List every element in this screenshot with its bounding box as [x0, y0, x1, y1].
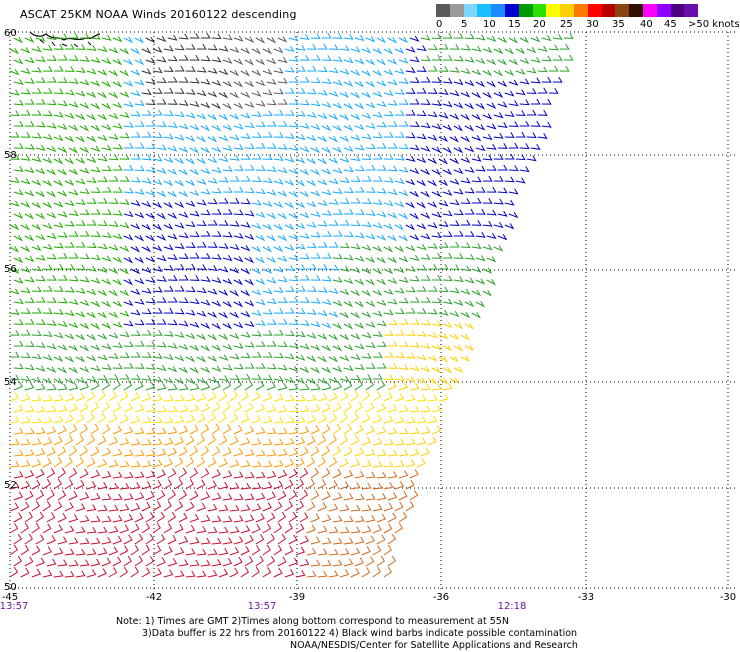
legend-swatch — [436, 4, 450, 17]
legend-swatch — [546, 4, 561, 17]
legend-swatch — [684, 4, 699, 17]
legend-swatch — [518, 4, 533, 17]
legend-label: 40 — [640, 19, 653, 30]
legend-swatch — [629, 4, 643, 17]
legend-label: 30 — [586, 19, 599, 30]
legend-swatch — [449, 4, 464, 17]
legend-label: 5 — [461, 19, 468, 30]
wind-barb-group — [222, 34, 288, 110]
lon-label: -45 — [2, 592, 18, 603]
lon-label: -33 — [578, 592, 594, 603]
lat-label: 58 — [4, 150, 17, 161]
wind-barb-group — [306, 467, 419, 578]
legend-label: >50 knots — [688, 19, 740, 30]
wind-barb-group — [9, 390, 449, 424]
lat-label: 56 — [4, 264, 17, 275]
legend-swatch — [504, 4, 519, 17]
legend-label: 35 — [612, 19, 625, 30]
wind-barb-group — [123, 32, 409, 329]
legend-label: 15 — [508, 19, 521, 30]
longitude-labels: -45 -42 -39 -36 -33 -30 — [2, 592, 736, 603]
wind-barb-group — [141, 32, 229, 110]
wind-barb-group — [123, 35, 563, 330]
wind-barb-group — [9, 467, 310, 578]
legend-swatch — [656, 4, 671, 17]
lon-label: -39 — [289, 592, 305, 603]
wind-barb-group — [9, 32, 130, 330]
wind-barbs — [9, 32, 574, 578]
time-label: 12:18 — [498, 601, 527, 612]
legend-swatch — [573, 4, 588, 17]
note-line-3: NOAA/NESDIS/Center for Satellite Applica… — [290, 640, 578, 651]
legend-swatch — [601, 4, 616, 17]
legend-swatch — [642, 4, 657, 17]
legend-label: 10 — [483, 19, 496, 30]
wind-barb-group — [332, 318, 475, 468]
legend-label: 0 — [436, 19, 443, 30]
note-line-1: Note: 1) Times are GMT 2)Times along bot… — [116, 616, 509, 627]
lon-label: -42 — [146, 592, 162, 603]
time-label: 13:57 — [0, 601, 28, 612]
legend-swatch — [670, 4, 685, 17]
legend-swatch — [615, 4, 630, 17]
lon-label: -30 — [720, 592, 736, 603]
legend-swatch — [560, 4, 574, 17]
lat-lon-grid — [9, 31, 735, 592]
wind-speed-legend: 0 5 10 15 20 25 30 35 40 45 >50 knots — [436, 4, 740, 31]
legend-swatch — [463, 4, 478, 17]
time-label: 13:57 — [248, 601, 277, 612]
latitude-labels: 60 58 56 54 52 50 — [4, 28, 17, 593]
legend-label: 20 — [533, 19, 546, 30]
map-title: ASCAT 25KM NOAA Winds 20160122 descendin… — [20, 8, 297, 21]
legend-label: 25 — [560, 19, 573, 30]
note-line-2: 3)Data buffer is 22 hrs from 20160122 4)… — [142, 628, 578, 639]
legend-swatch — [477, 4, 492, 17]
wind-map: 60 58 56 54 52 50 -45 -42 -39 -36 -33 -3… — [0, 28, 736, 612]
greenland-coastline — [29, 31, 101, 48]
lat-label: 54 — [4, 377, 17, 388]
legend-swatch — [491, 4, 505, 17]
legend-label: 45 — [664, 19, 677, 30]
legend-swatch — [532, 4, 547, 17]
lat-label: 52 — [4, 480, 17, 491]
wind-barb-group — [9, 423, 338, 468]
wind-barb-group — [9, 32, 574, 391]
lon-label: -36 — [433, 592, 449, 603]
color-scale-labels: 0 5 10 15 20 25 30 35 40 45 >50 knots — [436, 17, 740, 31]
lat-label: 60 — [4, 28, 17, 39]
time-labels: 13:57 13:57 12:18 — [0, 601, 526, 612]
legend-swatch — [587, 4, 602, 17]
lat-label: 50 — [4, 582, 17, 593]
color-scale-bar — [436, 4, 740, 17]
